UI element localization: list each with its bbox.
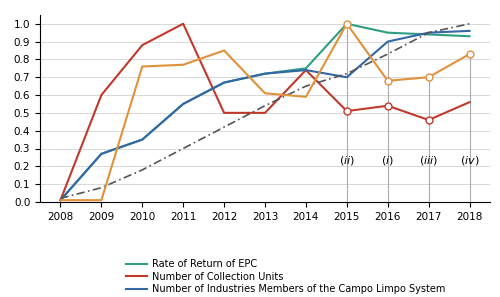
Text: $(ii)$: $(ii)$ xyxy=(339,154,355,167)
Text: $(iv)$: $(iv)$ xyxy=(460,154,479,167)
Text: $(iii)$: $(iii)$ xyxy=(419,154,438,167)
Legend: Rate of Return of EPC, Number of Collection Units, Number of Industries Members : Rate of Return of EPC, Number of Collect… xyxy=(126,259,446,297)
Text: $(i)$: $(i)$ xyxy=(382,154,394,167)
